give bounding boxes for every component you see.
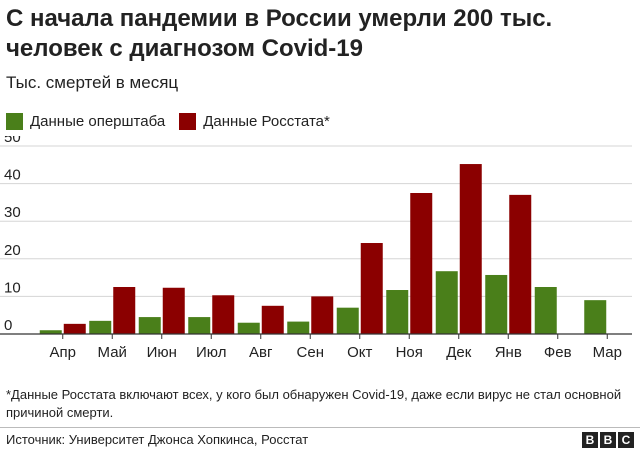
y-tick-label: 0	[4, 317, 12, 334]
x-tick-label: Авг	[249, 344, 273, 361]
bar-operstab	[584, 300, 607, 334]
y-tick-label: 40	[4, 167, 21, 184]
chart-subtitle: Тыс. смертей в месяц	[6, 73, 179, 92]
x-tick-label: Сен	[297, 344, 324, 361]
bbc-logo: B B C	[580, 432, 634, 448]
y-tick-label: 50	[4, 136, 21, 146]
bar-chart: 0 10 20 30 40 50 Апр Май Июн Июл Авг Сен Окт Ноя Дек Ян…	[0, 136, 632, 361]
bbc-logo-letter: C	[618, 432, 634, 448]
legend: Данные оперштаба Данные Росстата*	[6, 110, 344, 132]
legend-swatch-operstab	[6, 112, 23, 130]
legend-label-operstab: Данные оперштаба	[30, 112, 166, 130]
bar-rosstat	[162, 287, 185, 334]
bar-operstab	[89, 320, 112, 334]
x-tick-label: Июн	[147, 344, 177, 361]
x-tick-label: Мар	[593, 344, 622, 361]
bar-rosstat	[261, 305, 284, 334]
y-tick-label: 20	[4, 242, 21, 259]
bar-rosstat	[311, 296, 334, 334]
chart-title: С начала пандемии в России умерли 200 ты…	[6, 5, 553, 62]
legend-item-rosstat: Данные Росстата*	[179, 112, 330, 130]
bar-rosstat	[113, 287, 136, 334]
bar-rosstat	[410, 193, 433, 334]
bbc-logo-letter: B	[600, 432, 616, 448]
bar-operstab	[534, 287, 557, 334]
bar-rosstat	[360, 243, 383, 334]
divider	[0, 427, 640, 428]
x-tick-label: Окт	[347, 344, 372, 361]
bar-operstab	[435, 271, 458, 334]
legend-label-rosstat: Данные Росстата*	[203, 112, 330, 130]
bar-operstab	[237, 322, 260, 334]
y-tick-label: 10	[4, 279, 21, 296]
bar-operstab	[138, 317, 161, 334]
bar-rosstat	[63, 323, 86, 334]
x-tick-label: Фев	[544, 344, 572, 361]
source-text: Источник: Университет Джонса Хопкинса, Р…	[6, 432, 309, 447]
x-tick-label: Апр	[50, 344, 76, 361]
legend-swatch-rosstat	[179, 112, 197, 130]
bar-operstab	[287, 321, 310, 334]
footnote: *Данные Росстата включают всех, у кого б…	[6, 387, 622, 420]
bar-operstab	[188, 317, 211, 334]
bar-rosstat	[459, 164, 482, 334]
y-tick-label: 30	[4, 204, 21, 221]
x-tick-label: Июл	[196, 344, 226, 361]
x-tick-label: Ноя	[396, 344, 423, 361]
legend-item-operstab: Данные оперштаба	[6, 112, 166, 130]
x-tick-label: Янв	[495, 344, 522, 361]
bar-rosstat	[509, 194, 532, 334]
bar-operstab	[485, 274, 508, 334]
bar-rosstat	[212, 295, 235, 334]
bar-operstab	[386, 290, 409, 334]
bar-operstab	[336, 307, 359, 334]
x-tick-label: Дек	[446, 344, 472, 361]
x-tick-label: Май	[98, 344, 127, 361]
bbc-logo-letter: B	[582, 432, 598, 448]
bar-operstab	[39, 330, 62, 334]
